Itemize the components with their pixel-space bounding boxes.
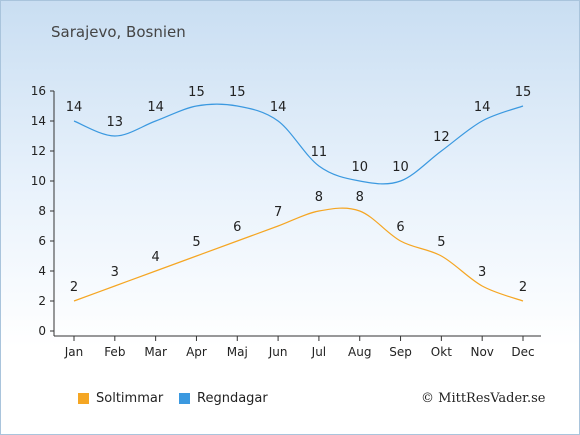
data-label-regndagar: 14 [270, 100, 287, 115]
data-label-regndagar: 14 [147, 100, 164, 115]
legend-label-regndagar: Regndagar [197, 391, 268, 406]
data-label-soltimmar: 7 [274, 205, 282, 220]
x-tick-label: Dec [511, 345, 534, 359]
x-tick-label: Feb [104, 345, 125, 359]
data-label-regndagar: 11 [311, 145, 328, 160]
legend-label-soltimmar: Soltimmar [96, 391, 164, 406]
y-tick-label: 10 [31, 174, 46, 188]
x-tick-label: Sep [389, 345, 412, 359]
data-label-soltimmar: 8 [315, 190, 323, 205]
data-label-regndagar: 14 [474, 100, 491, 115]
data-label-soltimmar: 5 [437, 235, 445, 250]
y-tick-label: 8 [38, 204, 46, 218]
data-label-soltimmar: 2 [70, 280, 78, 295]
data-label-regndagar: 15 [229, 85, 246, 100]
data-label-soltimmar: 6 [396, 220, 404, 235]
location-title: Sarajevo, Bosnien [51, 23, 186, 41]
data-label-soltimmar: 6 [233, 220, 241, 235]
x-tick-label: Mar [144, 345, 167, 359]
series-lines [73, 103, 524, 302]
x-tick-label: Apr [186, 345, 207, 359]
y-tick-label: 6 [38, 234, 46, 248]
y-tick-label: 16 [31, 84, 46, 98]
data-label-soltimmar: 2 [519, 280, 527, 295]
y-tick-label: 2 [38, 294, 46, 308]
data-label-soltimmar: 5 [192, 235, 200, 250]
y-tick-label: 12 [31, 144, 46, 158]
data-label-regndagar: 10 [392, 160, 409, 175]
data-label-regndagar: 10 [351, 160, 368, 175]
axes: 0 2 4 6 8 10 12 14 16 Jan Feb Mar Apr Maj Jun Jul Aug Sep… [31, 84, 541, 359]
data-label-regndagar: 13 [107, 115, 124, 130]
series-line-regndagar [73, 103, 524, 185]
data-label-soltimmar: 4 [151, 250, 159, 265]
legend-swatch-soltimmar [78, 393, 89, 404]
x-tick-label: Okt [431, 345, 452, 359]
y-tick-label: 0 [38, 324, 46, 338]
x-tick-label: Jul [311, 345, 326, 359]
series-line-soltimmar [73, 207, 524, 302]
data-label-regndagar: 12 [433, 130, 450, 145]
copyright-text: © MittResVader.se [421, 391, 546, 406]
y-tick-label: 4 [38, 264, 46, 278]
data-label-regndagar: 14 [66, 100, 83, 115]
x-tick-label: Maj [227, 345, 248, 359]
legend-swatch-regndagar [179, 393, 190, 404]
data-label-soltimmar: 3 [111, 265, 119, 280]
data-label-soltimmar: 3 [478, 265, 486, 280]
x-tick-label: Jun [268, 345, 288, 359]
legend-item-soltimmar: Soltimmar [78, 391, 163, 406]
legend-item-regndagar: Regndagar [179, 391, 268, 406]
x-tick-label: Aug [348, 345, 371, 359]
x-tick-label: Nov [470, 345, 493, 359]
x-tick-label: Jan [64, 345, 84, 359]
data-labels: 2 3 4 5 6 7 8 8 6 5 3 2 14 13 14 15 15 14 11 10 10 12 14 15 [66, 85, 532, 295]
data-label-regndagar: 15 [515, 85, 532, 100]
data-label-soltimmar: 8 [356, 190, 364, 205]
y-tick-label: 14 [31, 114, 46, 128]
data-label-regndagar: 15 [188, 85, 205, 100]
